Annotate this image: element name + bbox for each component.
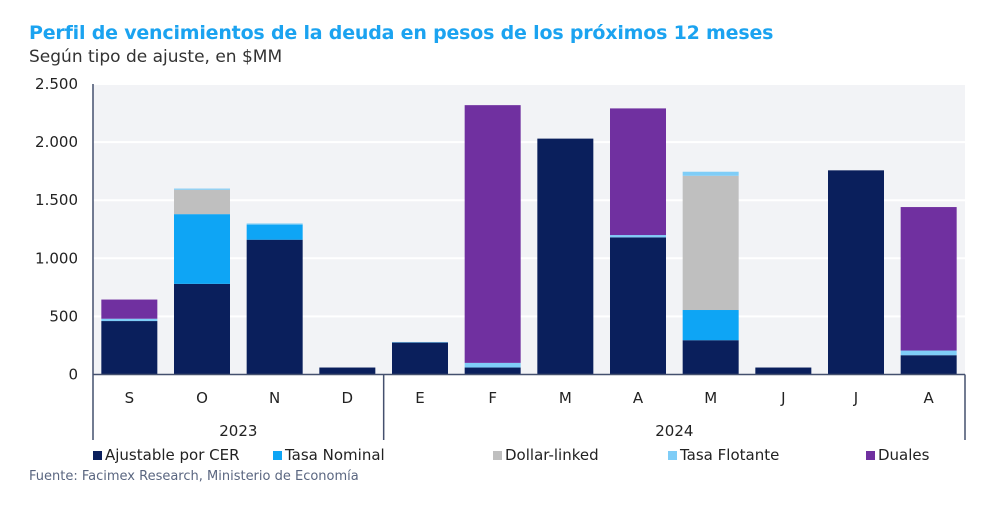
bar-segment-tasa-nominal	[174, 214, 230, 284]
bar-segment-dollar-linked	[682, 175, 739, 311]
source-note: Fuente: Facimex Research, Ministerio de …	[29, 469, 359, 484]
y-tick-label: 2.000	[35, 133, 78, 151]
legend-item: Tasa Flotante	[668, 446, 779, 464]
bar-segment-ajustable-por-cer	[174, 283, 230, 375]
legend-label: Tasa Nominal	[285, 446, 385, 464]
legend-label: Tasa Flotante	[680, 446, 780, 464]
chart-title: Perfil de vencimientos de la deuda en pe…	[29, 22, 774, 44]
bar-segment-ajustable-por-cer	[319, 367, 376, 375]
x-tick-label: A	[633, 389, 644, 407]
bar-segment-ajustable-por-cer	[900, 355, 957, 375]
chart-subtitle: Según tipo de ajuste, en $MM	[29, 47, 283, 67]
x-tick-label: S	[125, 389, 135, 407]
legend-swatch	[668, 450, 677, 460]
legend: Ajustable por CER Tasa Nominal Dollar-link…	[0, 446, 1000, 466]
bar-segment-ajustable-por-cer	[755, 367, 812, 375]
legend-label: Dollar-linked	[505, 446, 599, 464]
bar-segment-tasa-flotante	[900, 350, 957, 356]
group-label: 2023	[219, 422, 257, 440]
bar-segment-tasa-nominal	[246, 224, 303, 240]
bar-segment-ajustable-por-cer	[464, 367, 521, 375]
x-tick-label: N	[269, 389, 280, 407]
legend-item: Tasa Nominal	[273, 446, 385, 464]
bar-segment-duales	[101, 299, 158, 319]
x-tick-label: M	[559, 389, 572, 407]
bar-segment-ajustable-por-cer	[246, 239, 303, 375]
x-tick-label: M	[704, 389, 717, 407]
legend-item: Duales	[866, 446, 929, 464]
bar-segment-ajustable-por-cer	[101, 321, 158, 375]
y-tick-label: 1.000	[35, 249, 78, 267]
x-tick-label: J	[853, 389, 858, 407]
bar-segment-tasa-flotante	[101, 318, 158, 322]
bar-segment-duales	[464, 105, 521, 363]
bar-segment-duales	[900, 207, 957, 351]
x-tick-label: F	[488, 389, 497, 407]
x-tick-label: O	[196, 389, 208, 407]
bar-segment-tasa-nominal	[682, 310, 739, 341]
bar-segment-ajustable-por-cer	[610, 237, 666, 375]
y-tick-label: 500	[49, 307, 78, 325]
plot-area	[93, 84, 965, 375]
legend-swatch	[93, 450, 102, 460]
legend-swatch	[273, 450, 282, 460]
bar-segment-dollar-linked	[174, 189, 230, 215]
bar-segment-tasa-flotante	[392, 341, 448, 343]
x-tick-label: A	[924, 389, 935, 407]
bar-segment-ajustable-por-cer	[682, 340, 739, 375]
bar-segment-duales	[610, 108, 666, 236]
bar-segment-ajustable-por-cer	[537, 138, 594, 375]
bar-segment-tasa-flotante	[174, 188, 230, 190]
y-tick-label: 1.500	[35, 191, 78, 209]
x-tick-label: E	[415, 389, 424, 407]
bar-segment-tasa-flotante	[610, 235, 666, 238]
bar-segment-ajustable-por-cer	[828, 170, 884, 375]
x-tick-label: J	[780, 389, 785, 407]
bar-segment-ajustable-por-cer	[392, 342, 448, 375]
legend-label: Duales	[878, 446, 930, 464]
bar-segment-tasa-flotante	[682, 171, 739, 176]
bar-segment-tasa-flotante	[246, 223, 303, 225]
x-tick-label: D	[342, 389, 354, 407]
legend-swatch	[493, 450, 502, 460]
bar-segment-tasa-flotante	[464, 362, 521, 368]
group-label: 2024	[655, 422, 693, 440]
y-tick-label: 2.500	[35, 75, 78, 93]
legend-swatch	[866, 450, 875, 460]
y-tick-label: 0	[68, 366, 78, 384]
legend-label: Ajustable por CER	[105, 446, 240, 464]
legend-item: Ajustable por CER	[93, 446, 240, 464]
legend-item: Dollar-linked	[493, 446, 599, 464]
